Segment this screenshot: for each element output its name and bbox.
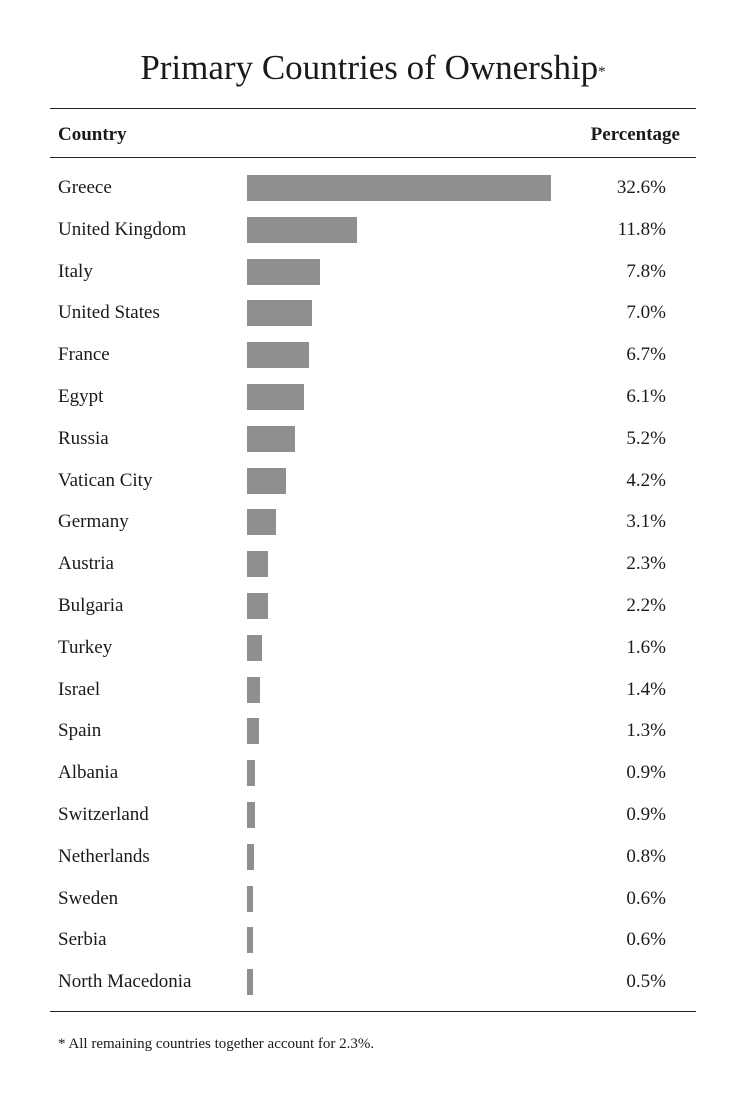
column-header-country: Country (58, 124, 127, 145)
table-row: United Kingdom 11.8% (0, 211, 746, 251)
table-row: France 6.7% (0, 336, 746, 376)
percentage-value: 11.8% (617, 218, 666, 240)
header-rule (50, 157, 696, 158)
table-row: Spain 1.3% (0, 712, 746, 752)
country-label: United Kingdom (58, 218, 187, 240)
country-label: North Macedonia (58, 971, 192, 993)
bar (247, 593, 268, 619)
chart-title: Primary Countries of Ownership* (0, 44, 746, 92)
percentage-value: 7.0% (626, 302, 666, 324)
bar (247, 969, 253, 996)
country-label: Israel (58, 678, 101, 700)
table-row: North Macedonia 0.5% (0, 963, 746, 1003)
chart-title-text: Primary Countries of Ownership (140, 48, 599, 87)
bar (247, 802, 256, 828)
country-label: Germany (58, 511, 129, 533)
table-row: Vatican City 4.2% (0, 462, 746, 502)
percentage-value: 5.2% (626, 427, 666, 449)
country-label: Sweden (58, 887, 119, 909)
bar (247, 634, 262, 661)
percentage-value: 6.7% (626, 344, 666, 366)
bar (247, 300, 313, 327)
percentage-value: 0.9% (626, 804, 666, 825)
table-row: Israel 1.4% (0, 671, 746, 711)
table-row: Switzerland 0.9% (0, 796, 746, 836)
title-footnote-mark: * (598, 64, 606, 80)
bar (247, 258, 320, 285)
country-label: Egypt (58, 386, 104, 407)
bar (247, 467, 287, 494)
table-row: Turkey 1.6% (0, 629, 746, 669)
percentage-value: 1.3% (626, 720, 666, 742)
country-label: Vatican City (58, 469, 153, 491)
percentage-value: 0.8% (626, 845, 666, 867)
bar (247, 551, 269, 578)
bar (247, 760, 256, 787)
bar (247, 885, 253, 912)
country-label: Greece (58, 177, 112, 198)
percentage-value: 0.9% (626, 762, 666, 784)
country-label: Netherlands (58, 845, 150, 867)
table-row: Greece 32.6% (0, 169, 746, 209)
percentage-value: 0.6% (626, 887, 666, 909)
percentage-value: 4.2% (626, 469, 666, 491)
bar (247, 216, 358, 243)
table-row: Albania 0.9% (0, 754, 746, 794)
percentage-value: 6.1% (626, 386, 666, 407)
bar (247, 676, 261, 703)
percentage-value: 2.2% (626, 595, 666, 616)
country-label: Turkey (58, 636, 113, 658)
percentage-value: 2.3% (626, 553, 666, 575)
country-label: Austria (58, 553, 114, 575)
table-row: Sweden 0.6% (0, 880, 746, 920)
percentage-value: 7.8% (626, 260, 666, 282)
bar (247, 175, 551, 201)
country-label: Albania (58, 762, 119, 784)
table-row: Russia 5.2% (0, 420, 746, 460)
country-label: Russia (58, 427, 109, 449)
country-label: Spain (58, 720, 102, 742)
country-label: Bulgaria (58, 595, 124, 616)
footnote: * All remaining countries together accou… (58, 1036, 375, 1052)
country-label: Switzerland (58, 804, 149, 825)
country-label: Serbia (58, 929, 107, 951)
bar (247, 384, 304, 410)
table-row: Germany 3.1% (0, 503, 746, 543)
table-row: United States 7.0% (0, 294, 746, 334)
bottom-rule (50, 1011, 696, 1012)
table-row: Bulgaria 2.2% (0, 587, 746, 627)
country-label: United States (58, 302, 160, 324)
top-rule (50, 108, 696, 109)
table-row: Netherlands 0.8% (0, 838, 746, 878)
bar (247, 843, 255, 870)
table-row: Italy 7.8% (0, 253, 746, 293)
country-label: Italy (58, 260, 93, 282)
percentage-value: 0.5% (626, 971, 666, 993)
percentage-value: 1.6% (626, 636, 666, 658)
percentage-value: 3.1% (626, 511, 666, 533)
country-label: France (58, 344, 110, 366)
table-row: Serbia 0.6% (0, 921, 746, 961)
bar (247, 342, 310, 369)
bar (247, 927, 253, 954)
column-header-percentage: Percentage (590, 124, 680, 145)
table-row: Austria 2.3% (0, 545, 746, 585)
bar (247, 509, 276, 536)
percentage-value: 32.6% (616, 177, 666, 198)
table-row: Egypt 6.1% (0, 378, 746, 418)
bar (247, 425, 296, 452)
bar (247, 718, 260, 745)
percentage-value: 0.6% (626, 929, 666, 951)
percentage-value: 1.4% (626, 678, 666, 700)
